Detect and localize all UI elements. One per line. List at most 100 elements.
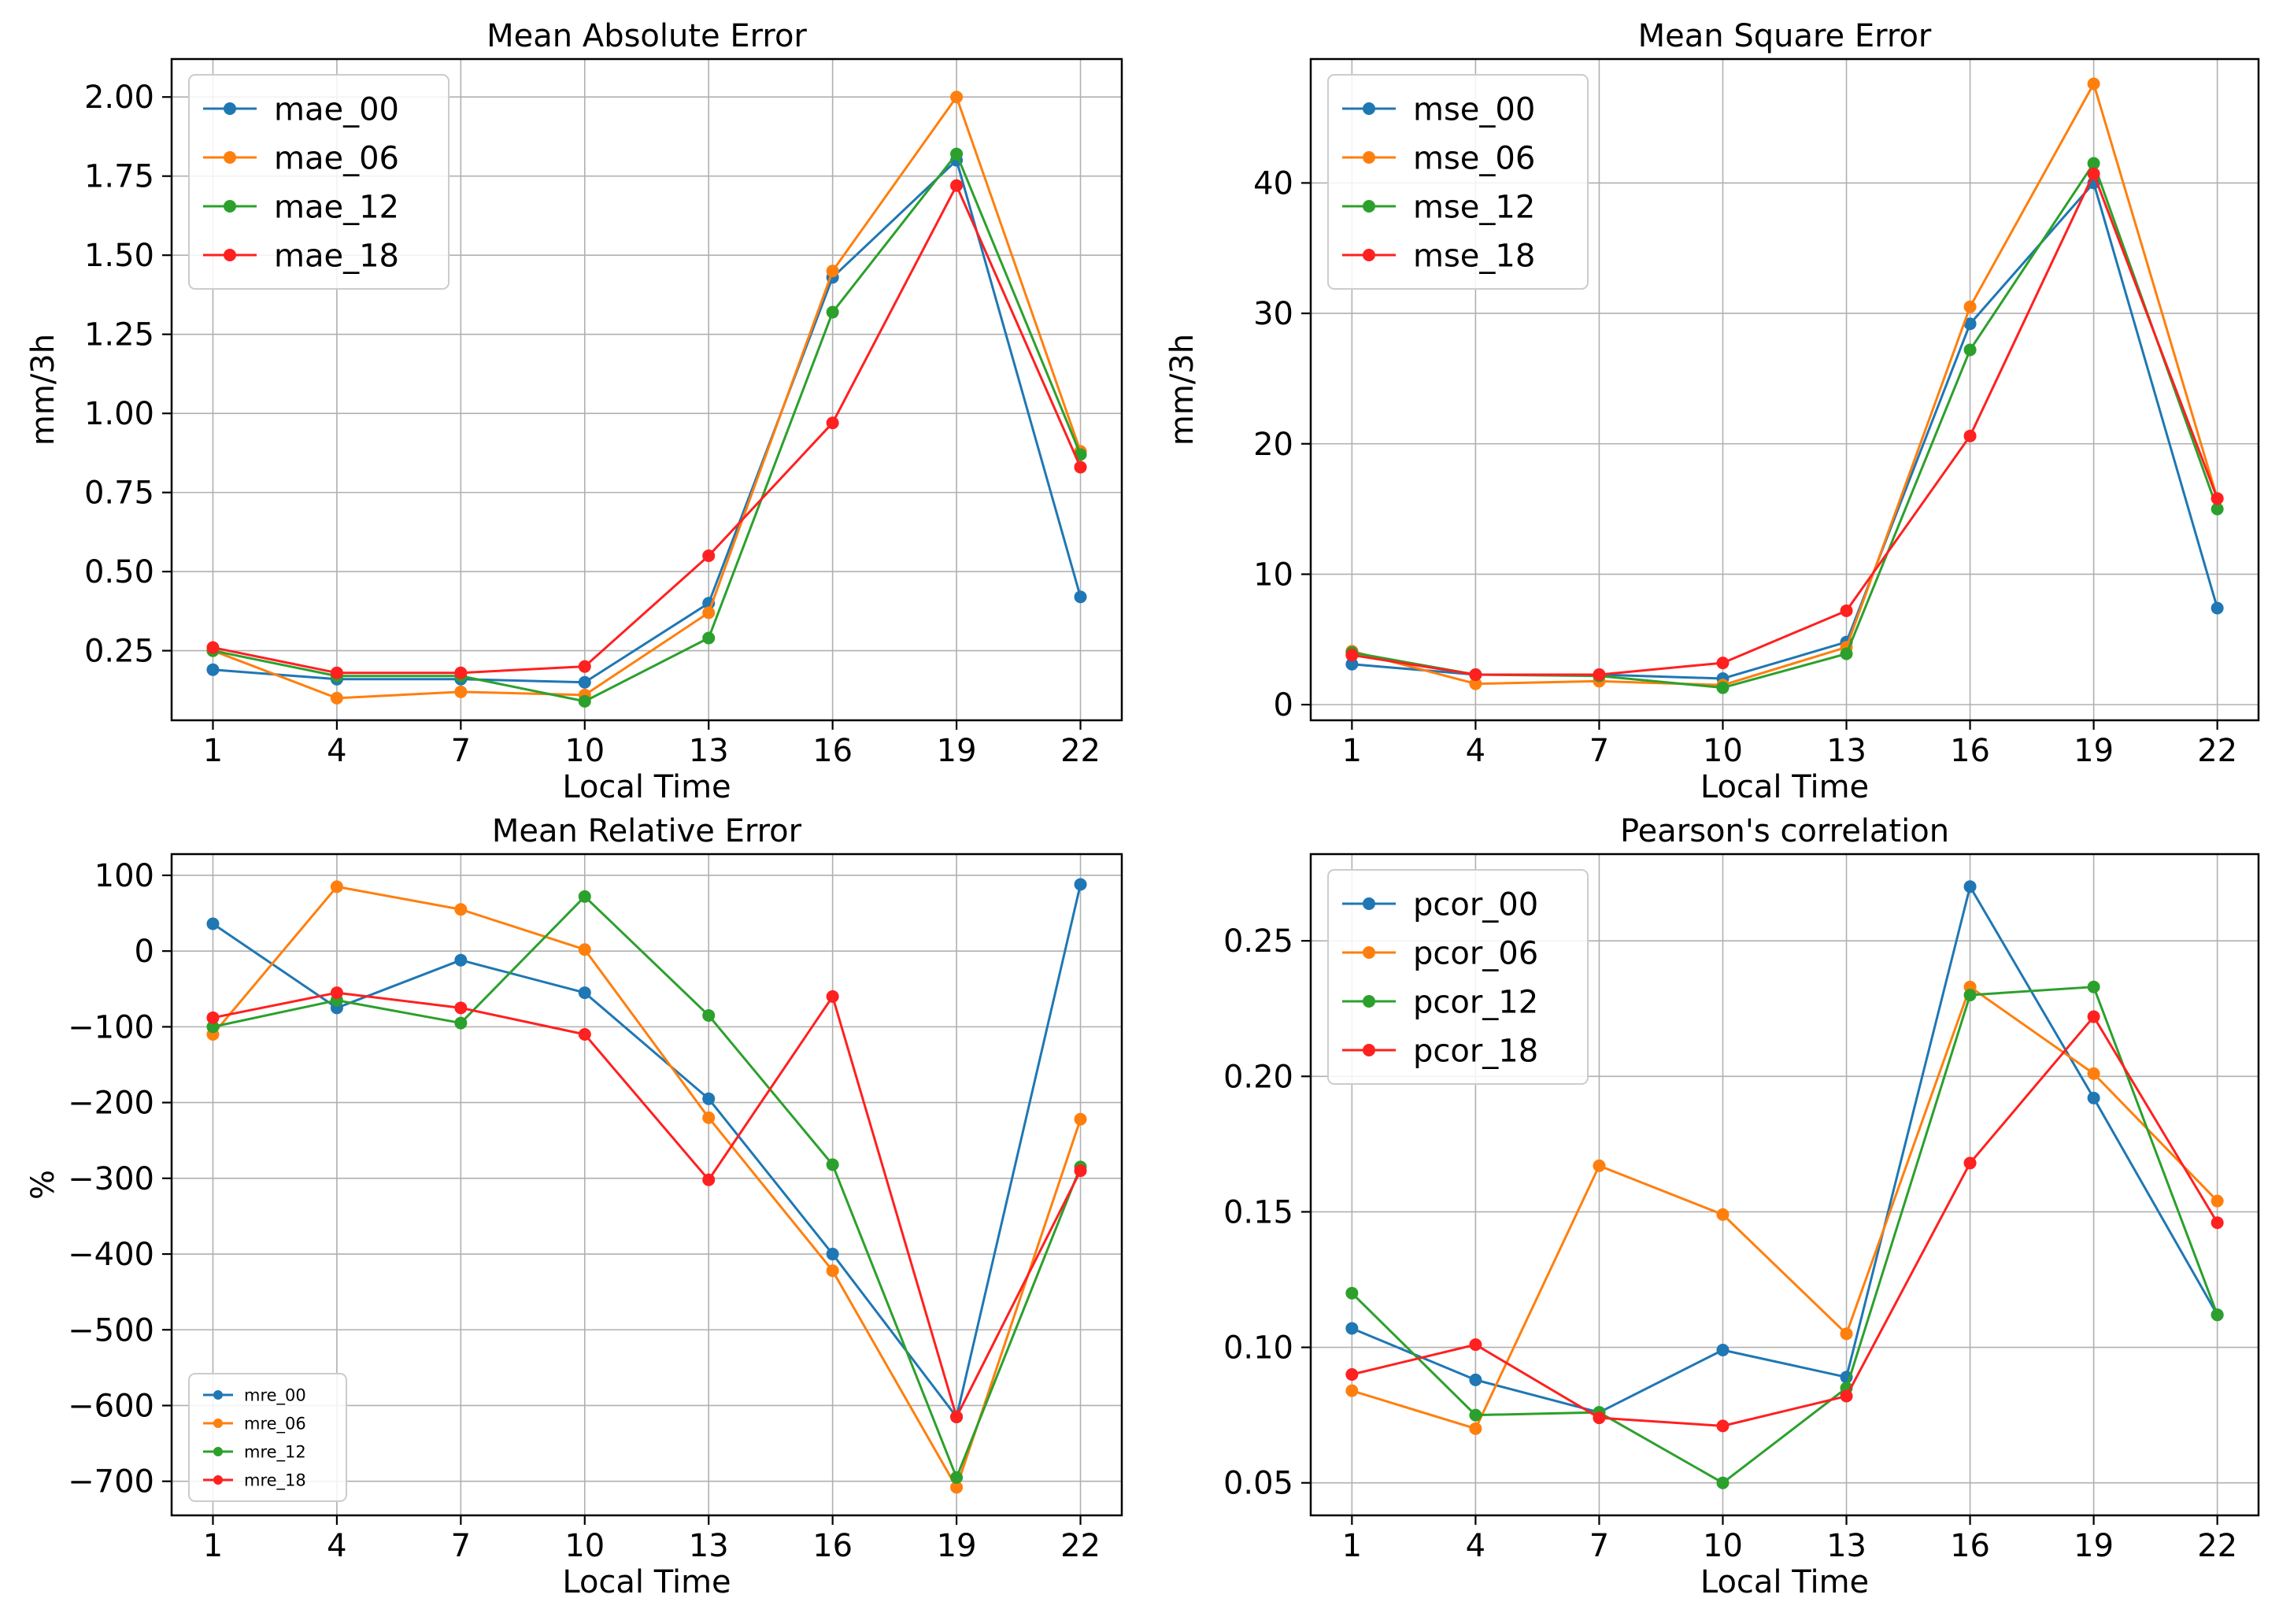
point-pcor_06 (2087, 1067, 2100, 1080)
mae-y-tick-label: 1.25 (84, 317, 154, 353)
point-mre_12 (826, 1158, 839, 1171)
mae-chart-title: Mean Absolute Error (487, 18, 807, 54)
point-pcor_06 (1716, 1208, 1730, 1221)
mre-chart-title: Mean Relative Error (492, 813, 802, 849)
pcor-legend: pcor_00 pcor_06 pcor_12 pcor_18 (1327, 869, 1589, 1085)
legend-label-mse_18: mse_18 (1413, 238, 1535, 274)
point-mse_12 (2087, 157, 2100, 170)
legend-label-pcor_06: pcor_06 (1413, 935, 1538, 971)
point-pcor_18 (2087, 1010, 2100, 1023)
mae-y-tick-label: 1.00 (84, 396, 154, 432)
series-line-mre_18 (213, 991, 1082, 1419)
pcor-x-tick-label: 10 (1703, 1528, 1743, 1564)
mre-y-tick-label: −200 (68, 1086, 154, 1122)
point-mre_00 (826, 1248, 839, 1261)
mre-y-tick-label: 0 (135, 934, 154, 970)
series-line-mae_12 (213, 153, 1082, 703)
point-mse_00 (1345, 657, 1359, 671)
mae-y-tick-label: 0.50 (84, 554, 154, 590)
legend-label-pcor_18: pcor_18 (1413, 1033, 1538, 1069)
mre-plot-frame (170, 853, 1123, 1517)
mae-y-tick-label: 2.00 (84, 80, 154, 116)
legend-marker-pcor_00 (1363, 897, 1375, 910)
legend-label-mre_18: mre_18 (244, 1471, 306, 1491)
point-mae_12 (702, 631, 716, 645)
point-pcor_12 (2087, 980, 2100, 993)
point-pcor_06 (1469, 1422, 1482, 1435)
mae-legend-box (188, 74, 450, 290)
mse-x-tick-label: 16 (1950, 733, 1990, 769)
pcor-x-axis-label: Local Time (1700, 1564, 1869, 1600)
legend-label-mse_12: mse_12 (1413, 189, 1535, 225)
pcor-y-tick-label: 0.10 (1223, 1330, 1293, 1367)
point-mre_18 (330, 986, 343, 1000)
legend-label-pcor_00: pcor_00 (1413, 886, 1538, 923)
mre-legend: mre_00 mre_06 mre_12 mre_18 (188, 1373, 347, 1502)
legend-marker-mae_06 (224, 151, 236, 164)
pcor-y-tick-label: 0.15 (1223, 1194, 1293, 1230)
point-pcor_00 (1963, 880, 1977, 893)
mre-x-tick-label: 1 (203, 1528, 223, 1564)
mse-y-tick-label: 10 (1253, 557, 1293, 593)
point-mre_00 (454, 953, 468, 967)
mse-chart: 1 4 7 10 13 16 19 22 0 10 20 30 40 Mean Square Error L… (1164, 18, 2260, 805)
mae-y-tick-label: 0.75 (84, 475, 154, 512)
mae-x-tick-label: 22 (1060, 733, 1101, 769)
point-mse_18 (1840, 604, 1853, 617)
point-mae_12 (826, 305, 839, 319)
point-pcor_18 (1593, 1411, 1606, 1425)
point-mre_18 (950, 1410, 964, 1423)
point-pcor_00 (1345, 1322, 1359, 1335)
point-mse_00 (2211, 601, 2224, 615)
mae-y-axis-label: mm/3h (25, 334, 61, 446)
point-mse_12 (2211, 502, 2224, 516)
mre-y-axis-label: % (25, 1170, 61, 1200)
point-mre_18 (826, 990, 839, 1003)
mre-y-tick-label: −500 (68, 1312, 154, 1348)
mse-y-tick-label: 30 (1253, 296, 1293, 332)
point-mre_18 (1074, 1164, 1087, 1178)
pcor-x-tick-label: 1 (1342, 1528, 1362, 1564)
point-mre_06 (578, 943, 591, 956)
mse-x-tick-label: 4 (1466, 733, 1485, 769)
legend-label-mse_00: mse_00 (1413, 91, 1535, 128)
point-mae_18 (950, 179, 964, 192)
legend-label-mae_18: mae_18 (274, 238, 399, 274)
mre-y-tick-label: −300 (68, 1161, 154, 1197)
point-mae_12 (950, 147, 964, 161)
mse-y-tick-label: 0 (1274, 687, 1293, 723)
mae-x-tick-label: 13 (689, 733, 729, 769)
series-line-mse_06 (1351, 82, 2219, 686)
pcor-y-tick-label: 0.20 (1223, 1059, 1293, 1095)
point-pcor_06 (1840, 1327, 1853, 1341)
pcor-x-tick-label: 4 (1466, 1528, 1485, 1564)
mre-x-tick-label: 13 (689, 1528, 729, 1564)
mae-x-axis-label: Local Time (562, 769, 731, 805)
pcor-x-tick-label: 16 (1950, 1528, 1990, 1564)
point-pcor_00 (2087, 1091, 2100, 1104)
point-pcor_12 (1963, 989, 1977, 1002)
point-mre_06 (454, 903, 468, 916)
legend-marker-mse_06 (1363, 151, 1375, 164)
series-line-pcor_18 (1351, 1015, 2218, 1427)
legend-marker-mae_12 (224, 200, 236, 213)
point-pcor_18 (1345, 1367, 1359, 1381)
mre-x-axis-label: Local Time (562, 1564, 731, 1600)
point-mae_18 (1074, 461, 1087, 474)
point-pcor_12 (2211, 1308, 2224, 1322)
point-mse_18 (1469, 668, 1482, 682)
pcor-plot-frame (1309, 853, 2260, 1517)
mae-y-tick-label: 1.50 (84, 238, 154, 274)
mre-y-tick-label: −700 (68, 1464, 154, 1500)
point-pcor_12 (1469, 1408, 1482, 1422)
mse-chart-title: Mean Square Error (1638, 18, 1932, 54)
legend-marker-mse_18 (1363, 249, 1375, 261)
point-pcor_18 (1963, 1156, 1977, 1170)
point-mse_00 (1963, 317, 1977, 331)
legend-label-mre_06: mre_06 (244, 1415, 306, 1434)
point-mre_12 (702, 1008, 716, 1022)
point-mae_18 (826, 416, 839, 430)
legend-marker-mre_06 (213, 1419, 223, 1428)
legend-marker-pcor_12 (1363, 995, 1375, 1008)
pcor-x-tick-label: 19 (2074, 1528, 2114, 1564)
